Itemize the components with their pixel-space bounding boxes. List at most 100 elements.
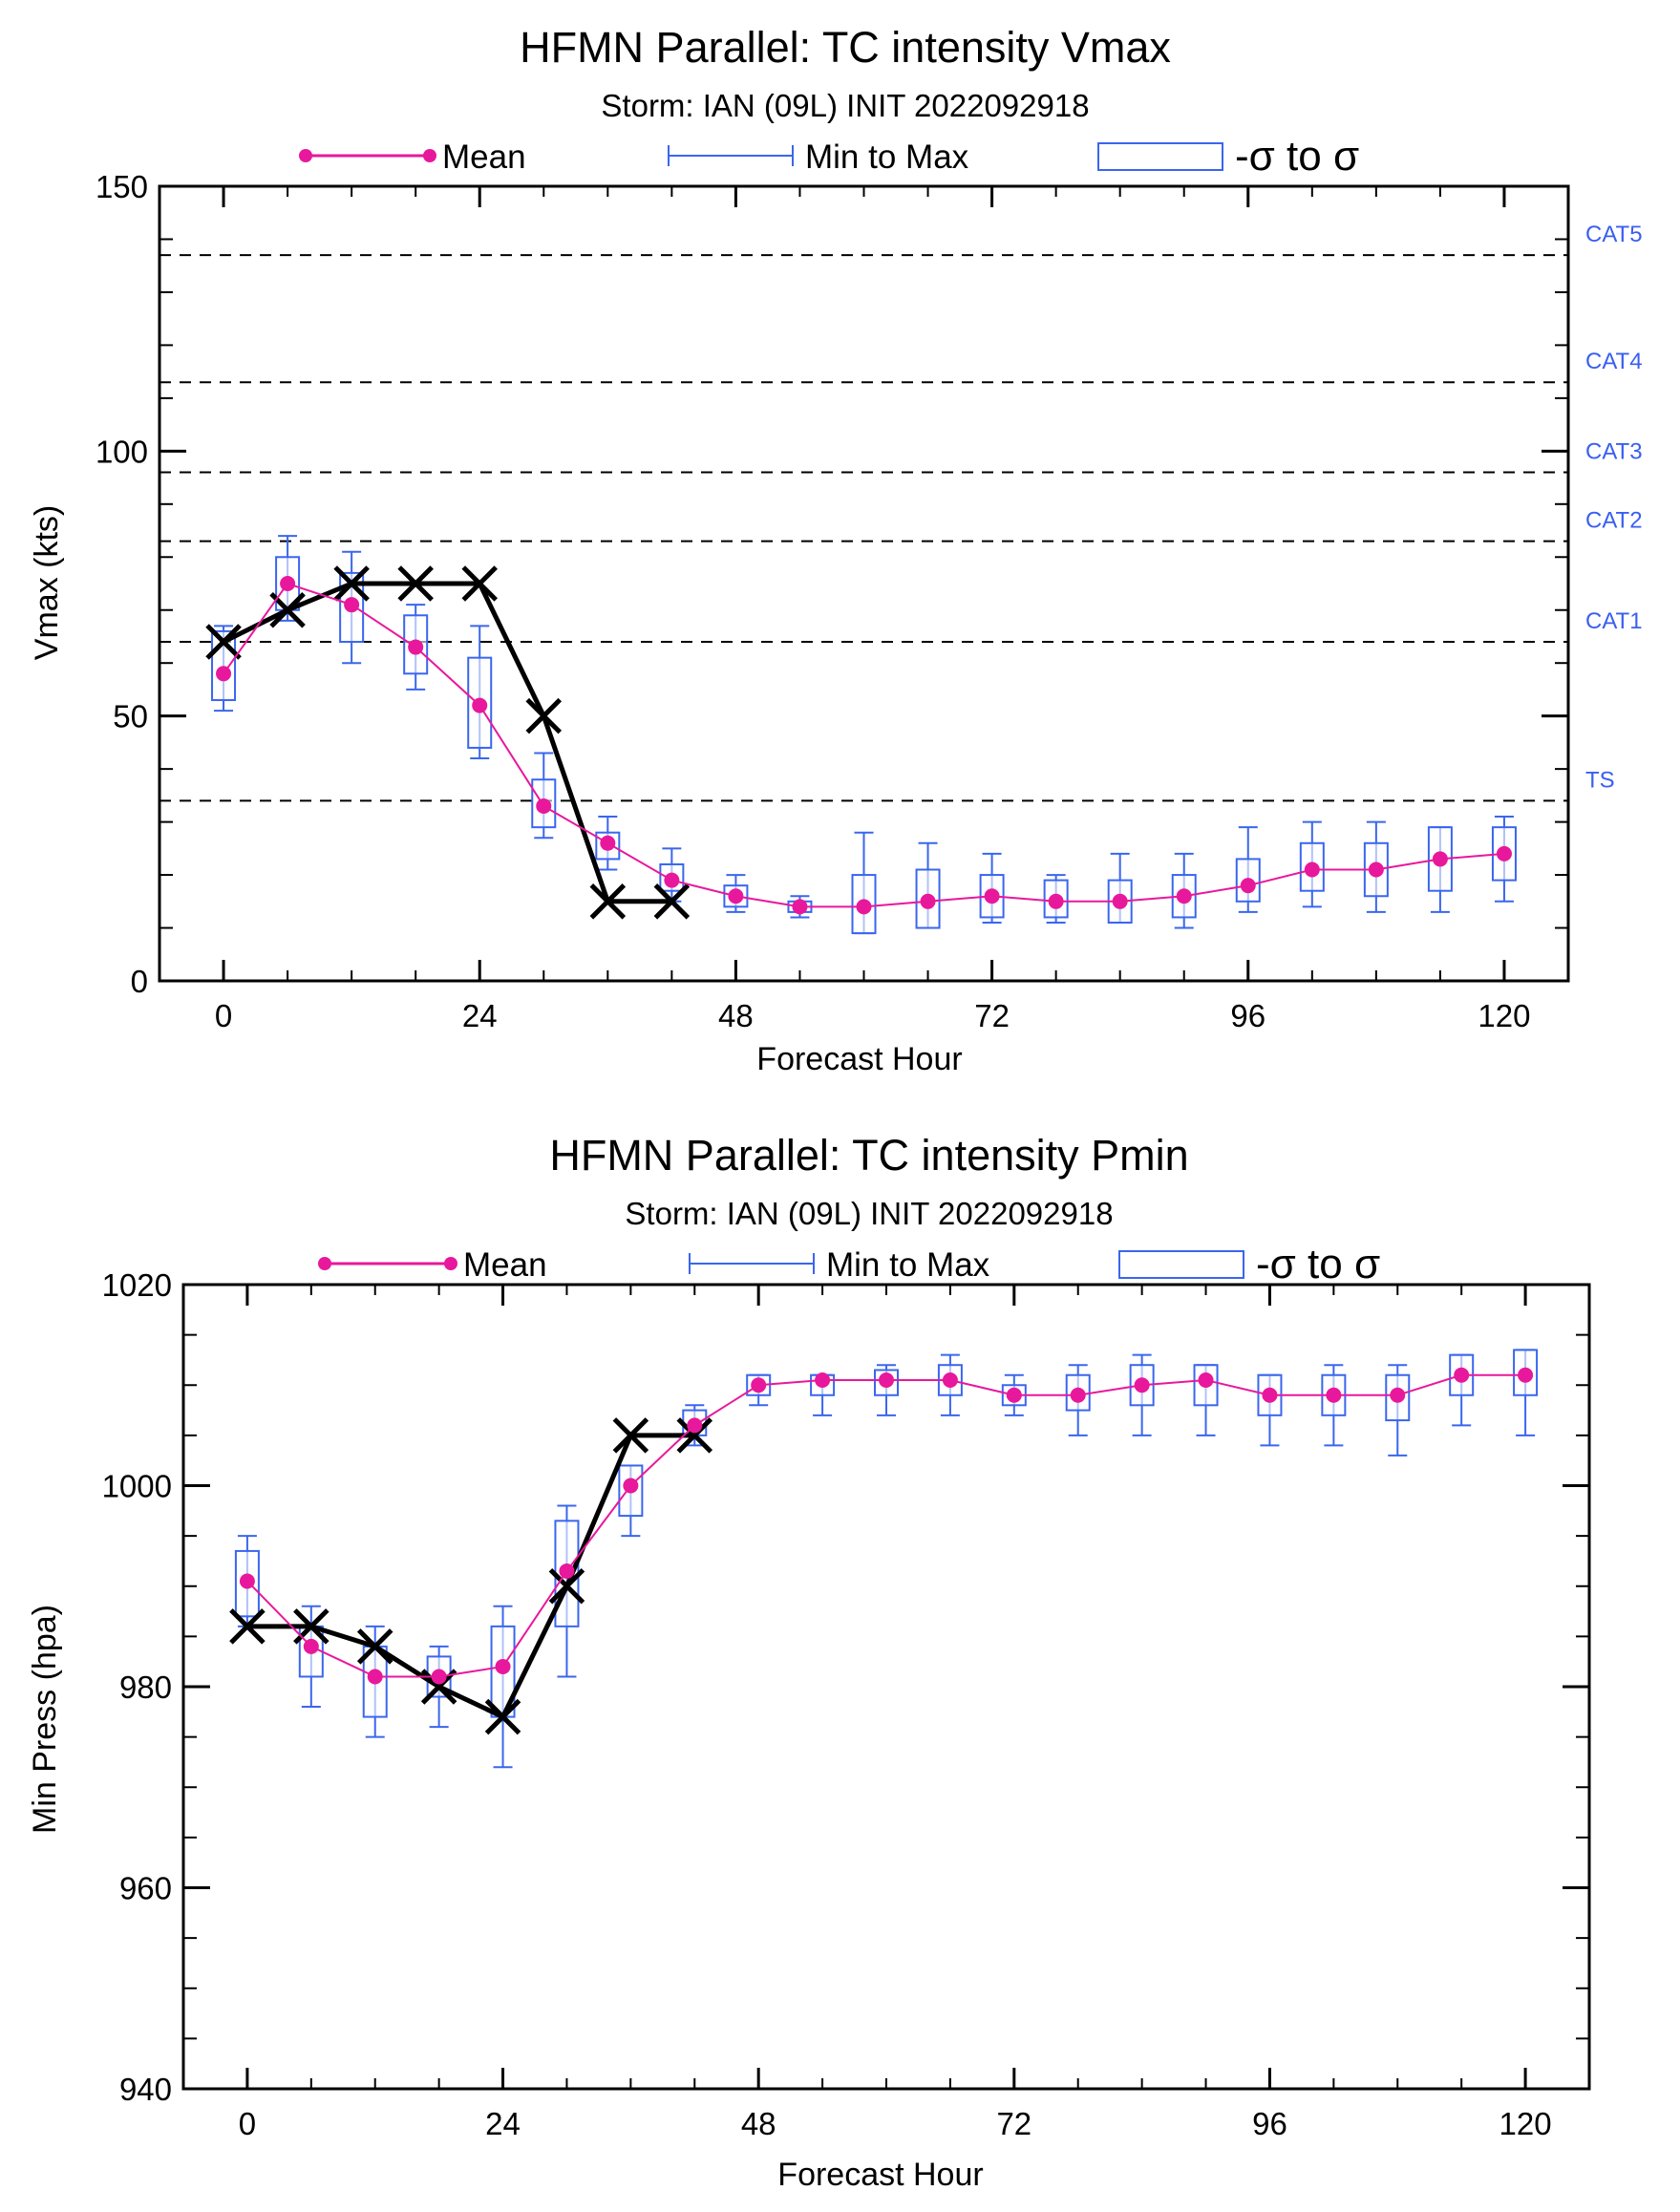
mean-point	[856, 899, 872, 915]
axis-ticks: 0 24 48 72 96 120 940 960 980 1000 1020	[102, 1267, 1589, 2141]
mean-point	[1454, 1367, 1470, 1383]
observed-track	[229, 1417, 713, 1735]
observed-marker	[397, 565, 434, 602]
mean-point	[1496, 845, 1512, 861]
mean-point	[536, 798, 552, 814]
category-label-cat2: CAT2	[1585, 508, 1643, 534]
mean-point	[664, 872, 680, 888]
observed-marker	[293, 1608, 330, 1645]
category-label-cat1: CAT1	[1585, 608, 1643, 634]
mean-point	[1368, 861, 1384, 878]
mean-point	[280, 576, 296, 591]
mean-point	[1006, 1387, 1022, 1403]
chart-legend: Mean Min to Max -σ to σ	[299, 133, 1359, 180]
mean-point	[1070, 1387, 1086, 1403]
mean-point	[1432, 851, 1448, 867]
x-axis-label: Forecast Hour	[777, 2157, 983, 2193]
chart-title: HFMN Parallel: TC intensity Vmax	[520, 23, 1171, 72]
mean-point	[1390, 1387, 1406, 1403]
ensemble-mean-line	[216, 576, 1512, 915]
mean-point	[623, 1478, 639, 1494]
mean-point	[1176, 888, 1192, 904]
x-tick-label: 72	[974, 998, 1010, 1033]
mean-point	[879, 1372, 894, 1388]
observed-line	[222, 581, 672, 904]
mean-point	[431, 1669, 447, 1685]
mean-point	[367, 1669, 383, 1685]
legend-mean-label: Mean	[442, 138, 526, 176]
mean-point	[559, 1563, 575, 1579]
y-axis-label: Min Press (hpa)	[27, 1605, 63, 1834]
y-tick-label: 1020	[102, 1267, 172, 1303]
observed-marker	[229, 1608, 266, 1645]
mean-point	[344, 597, 360, 613]
observed-marker	[653, 883, 691, 920]
y-tick-label: 50	[113, 699, 148, 734]
legend-minmax-label: Min to Max	[805, 138, 969, 176]
mean-point	[1112, 893, 1128, 909]
observed-marker	[205, 624, 242, 660]
mean-point	[1198, 1372, 1214, 1388]
mean-point	[792, 899, 808, 915]
mean-point	[472, 697, 488, 713]
mean-point	[239, 1573, 255, 1589]
observed-marker	[676, 1417, 713, 1454]
y-tick-label: 980	[119, 1670, 172, 1705]
observed-track	[205, 565, 691, 920]
y-tick-label: 940	[119, 2072, 172, 2107]
legend-sigma-swatch	[1097, 142, 1223, 171]
observed-line	[246, 1433, 695, 1720]
x-axis-label: Forecast Hour	[756, 1041, 962, 1077]
observed-marker	[548, 1567, 585, 1605]
legend-mean-dot-left	[318, 1257, 331, 1270]
x-tick-label: 0	[239, 2106, 256, 2141]
y-tick-label: 0	[131, 964, 148, 999]
mean-point	[1518, 1367, 1534, 1383]
plot-frame	[158, 184, 1570, 983]
category-label-cat5: CAT5	[1585, 222, 1643, 247]
observed-marker	[333, 565, 370, 602]
x-tick-label: 96	[1230, 998, 1265, 1033]
legend-mean-label: Mean	[463, 1246, 547, 1284]
mean-point	[408, 639, 424, 655]
mean-point	[1134, 1377, 1150, 1393]
y-tick-label: 150	[96, 169, 148, 204]
x-tick-label: 24	[462, 998, 498, 1033]
y-axis-label: Vmax (kts)	[29, 505, 65, 660]
x-tick-label: 96	[1252, 2106, 1287, 2141]
chart-subtitle: Storm: IAN (09L) INIT 2022092918	[625, 1196, 1113, 1231]
axis-ticks: 0 24 48 72 96 120 0 50 100 150	[96, 169, 1568, 1033]
x-tick-label: 24	[485, 2106, 521, 2141]
x-tick-label: 120	[1478, 998, 1530, 1033]
mean-point	[303, 1638, 319, 1654]
vmax-chart: HFMN Parallel: TC intensity Vmax Storm: …	[29, 23, 1643, 1077]
ensemble-spread	[234, 1349, 1539, 1769]
x-tick-label: 48	[718, 998, 754, 1033]
mean-point	[1240, 878, 1256, 894]
ensemble-spread	[211, 535, 1517, 935]
category-label-ts: TS	[1585, 767, 1615, 793]
sigma-box	[234, 1549, 260, 1618]
mean-point	[600, 835, 616, 851]
mean-point	[1304, 861, 1320, 878]
mean-point	[920, 893, 936, 909]
legend-sigma-label: -σ to σ	[1256, 1241, 1380, 1287]
chart-legend: Mean Min to Max -σ to σ	[318, 1241, 1380, 1287]
category-label-cat3: CAT3	[1585, 439, 1643, 465]
observed-marker	[589, 883, 627, 920]
category-label-cat4: CAT4	[1585, 349, 1643, 374]
y-tick-label: 1000	[102, 1469, 172, 1504]
x-tick-label: 120	[1499, 2106, 1552, 2141]
x-tick-label: 48	[741, 2106, 776, 2141]
mean-point	[751, 1377, 767, 1393]
mean-point	[1048, 893, 1064, 909]
plot-frame	[181, 1283, 1591, 2091]
legend-sigma-label: -σ to σ	[1235, 133, 1359, 180]
ensemble-mean-line	[239, 1367, 1534, 1685]
observed-marker	[484, 1698, 521, 1735]
observed-marker	[461, 565, 498, 602]
x-tick-label: 0	[215, 998, 232, 1033]
y-tick-label: 100	[96, 434, 148, 469]
legend-minmax-label: Min to Max	[826, 1246, 990, 1284]
chart-title: HFMN Parallel: TC intensity Pmin	[549, 1131, 1188, 1180]
